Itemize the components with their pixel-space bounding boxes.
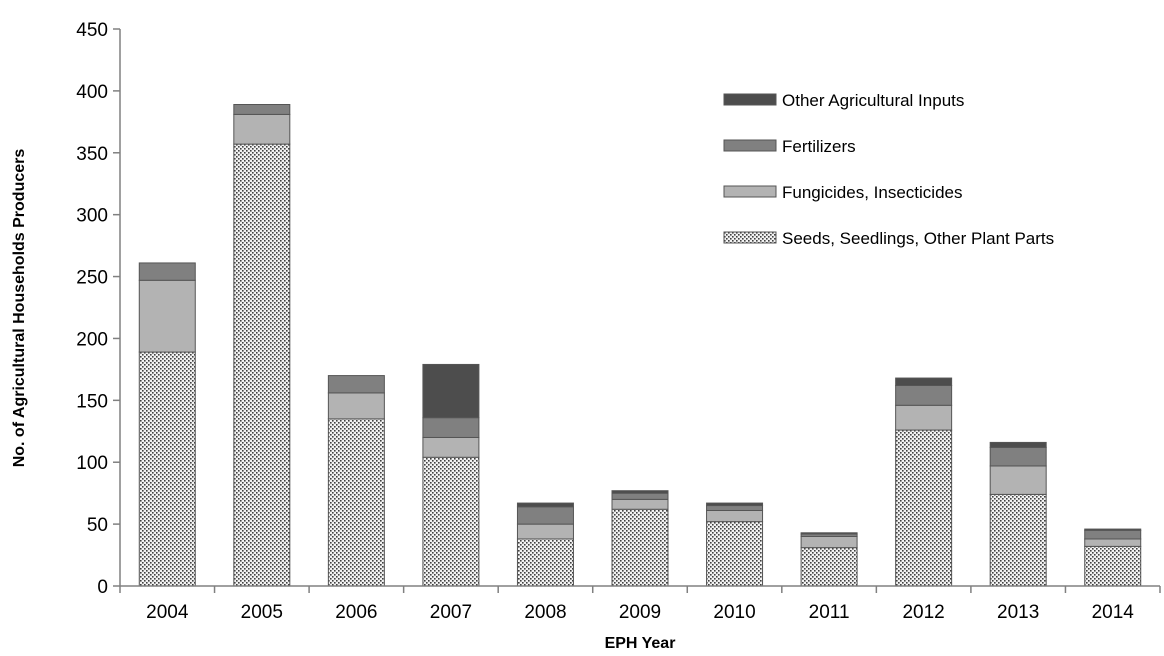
bar-segment-2007-series-3 [422, 363, 480, 419]
bar-segment-2004-series-1 [138, 279, 196, 353]
bar-segment-2009-series-3 [611, 490, 669, 494]
y-tick-label: 300 [76, 206, 108, 227]
x-tick-label: 2004 [146, 602, 189, 623]
bar-segment-2010-series-1 [706, 509, 764, 523]
bar-segment-2014-series-0 [1084, 545, 1142, 587]
x-tick-label: 2013 [997, 602, 1039, 623]
legend-swatch [723, 185, 777, 198]
y-tick-label: 400 [76, 82, 108, 103]
bar-segment-2011-series-3 [800, 532, 858, 535]
x-tick-label: 2010 [713, 602, 755, 623]
legend-label: Other Agricultural Inputs [782, 91, 964, 110]
bar-segment-2009-series-1 [611, 498, 669, 510]
x-tick-label: 2012 [902, 602, 944, 623]
bar-segment-2013-series-0 [989, 493, 1047, 587]
legend-swatch [723, 231, 777, 244]
bar-segment-2010-series-2 [706, 505, 764, 511]
bar-segment-2014-series-1 [1084, 538, 1142, 547]
bar-segment-2005-series-2 [233, 104, 291, 115]
legend: Other Agricultural Inputs Fertilizers Fung… [723, 91, 1054, 248]
y-axis-title: No. of Agricultural Households Producers [11, 149, 28, 468]
bar-segment-2009-series-2 [611, 492, 669, 500]
bar-segment-2010-series-0 [706, 521, 764, 587]
bar-segment-2013-series-1 [989, 465, 1047, 495]
bar-segment-2008-series-1 [516, 523, 574, 540]
bar-segment-2006-series-2 [327, 375, 385, 394]
bar-segment-2007-series-2 [422, 417, 480, 438]
bars-layer [138, 104, 1142, 587]
legend-label: Fungicides, Insecticides [782, 183, 962, 202]
bar-segment-2011-series-0 [800, 547, 858, 587]
y-tick-label: 0 [97, 577, 108, 598]
bar-segment-2012-series-3 [895, 377, 953, 386]
bar-segment-2013-series-2 [989, 446, 1047, 467]
x-tick-label: 2009 [619, 602, 661, 623]
y-tick-label: 150 [76, 391, 108, 412]
y-tick-label: 250 [76, 268, 108, 289]
bar-segment-2013-series-3 [989, 441, 1047, 448]
y-tick-label: 50 [87, 515, 108, 536]
legend-swatch [723, 93, 777, 106]
y-axis-ticks: 0 50 100 150 200 250 300 350 400 450 [76, 20, 120, 598]
bar-segment-2005-series-0 [233, 143, 291, 587]
x-axis-ticks: 2004 2005 2006 2007 2008 2009 2010 2011 2012 2013… [119, 586, 1161, 623]
y-tick-label: 100 [76, 453, 108, 474]
bar-segment-2005-series-1 [233, 113, 291, 145]
y-tick-label: 450 [76, 20, 108, 41]
bar-segment-2014-series-2 [1084, 529, 1142, 540]
bar-segment-2008-series-3 [516, 502, 574, 508]
bar-segment-2007-series-1 [422, 436, 480, 458]
bar-segment-2012-series-0 [895, 429, 953, 587]
bar-segment-2004-series-0 [138, 351, 196, 587]
bar-segment-2008-series-0 [516, 538, 574, 587]
bar-segment-2006-series-1 [327, 392, 385, 420]
x-tick-label: 2005 [241, 602, 283, 623]
bar-segment-2010-series-3 [706, 502, 764, 507]
bar-segment-2012-series-2 [895, 384, 953, 406]
bar-segment-2008-series-2 [516, 506, 574, 525]
bar-segment-2006-series-0 [327, 418, 385, 587]
x-axis-title: EPH Year [605, 635, 676, 652]
legend-swatch [723, 139, 777, 152]
bar-segment-2009-series-0 [611, 508, 669, 587]
y-tick-label: 350 [76, 144, 108, 165]
y-tick-label: 200 [76, 329, 108, 350]
bar-segment-2012-series-1 [895, 404, 953, 431]
x-tick-label: 2011 [809, 602, 850, 623]
bar-segment-2007-series-0 [422, 456, 480, 587]
bar-segment-2004-series-2 [138, 262, 196, 281]
bar-segment-2011-series-1 [800, 535, 858, 549]
bar-segment-2014-series-3 [1084, 528, 1142, 531]
x-tick-label: 2014 [1092, 602, 1135, 623]
legend-label: Fertilizers [782, 137, 856, 156]
x-tick-label: 2008 [524, 602, 566, 623]
x-tick-label: 2006 [335, 602, 377, 623]
x-tick-label: 2007 [430, 602, 472, 623]
legend-label: Seeds, Seedlings, Other Plant Parts [782, 229, 1054, 248]
